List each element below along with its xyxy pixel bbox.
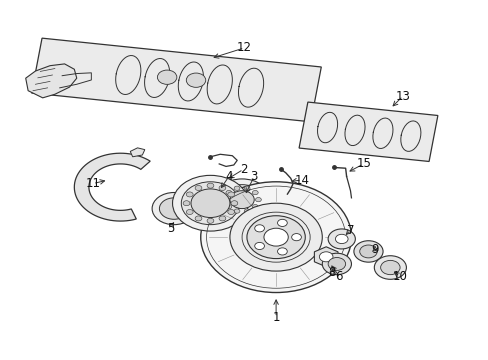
Circle shape (172, 175, 248, 231)
Polygon shape (130, 148, 144, 157)
Circle shape (195, 216, 202, 221)
Circle shape (291, 234, 301, 241)
Circle shape (229, 191, 254, 208)
Text: 6: 6 (335, 270, 343, 283)
Circle shape (244, 209, 249, 213)
Circle shape (234, 186, 240, 190)
Circle shape (223, 198, 228, 202)
Circle shape (229, 203, 322, 271)
Circle shape (201, 182, 351, 293)
Circle shape (225, 190, 231, 195)
Text: 2: 2 (239, 163, 247, 176)
Circle shape (227, 210, 234, 215)
Circle shape (327, 229, 355, 249)
Circle shape (244, 186, 249, 190)
Circle shape (206, 183, 213, 188)
Circle shape (373, 256, 406, 279)
Text: 15: 15 (355, 157, 370, 170)
Circle shape (221, 185, 262, 215)
Circle shape (246, 216, 305, 258)
Circle shape (359, 245, 376, 258)
Circle shape (195, 185, 202, 190)
Text: 4: 4 (225, 170, 232, 183)
Text: 10: 10 (392, 270, 407, 283)
Text: 1: 1 (272, 311, 279, 324)
Circle shape (152, 193, 196, 225)
Circle shape (183, 201, 189, 206)
Text: 12: 12 (237, 41, 251, 54)
Circle shape (254, 242, 264, 249)
Circle shape (225, 204, 231, 209)
Circle shape (181, 182, 239, 225)
Circle shape (252, 190, 258, 195)
Text: 3: 3 (250, 170, 257, 183)
Text: 7: 7 (346, 224, 353, 237)
Circle shape (213, 179, 270, 220)
Circle shape (255, 198, 261, 202)
Circle shape (353, 241, 382, 262)
Text: 9: 9 (370, 243, 378, 256)
Circle shape (191, 189, 229, 217)
Circle shape (254, 225, 264, 232)
Circle shape (186, 73, 205, 87)
Circle shape (319, 252, 332, 262)
Circle shape (206, 218, 213, 223)
Circle shape (322, 253, 351, 275)
Circle shape (234, 209, 240, 213)
Circle shape (264, 228, 287, 246)
Text: 8: 8 (327, 266, 335, 279)
Circle shape (157, 70, 177, 84)
Circle shape (327, 257, 345, 270)
Circle shape (277, 219, 286, 226)
Text: 5: 5 (166, 222, 174, 235)
Circle shape (277, 248, 286, 255)
Text: 11: 11 (85, 177, 100, 190)
Polygon shape (26, 64, 77, 98)
Circle shape (219, 185, 225, 190)
Text: 13: 13 (395, 90, 409, 103)
Polygon shape (74, 153, 150, 221)
Circle shape (335, 234, 347, 244)
Circle shape (186, 192, 193, 197)
Circle shape (230, 201, 237, 206)
Text: 14: 14 (294, 174, 309, 186)
Circle shape (380, 260, 399, 275)
Circle shape (186, 210, 193, 215)
Polygon shape (299, 102, 437, 162)
Circle shape (159, 198, 188, 219)
Circle shape (252, 204, 258, 209)
Polygon shape (314, 247, 337, 267)
Circle shape (227, 192, 234, 197)
Polygon shape (32, 38, 321, 122)
Circle shape (219, 216, 225, 221)
